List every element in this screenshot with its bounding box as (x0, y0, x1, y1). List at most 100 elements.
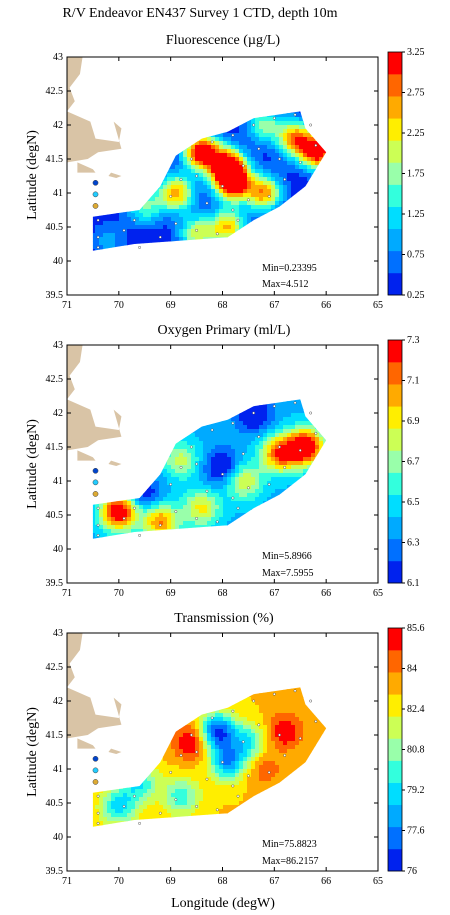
contour-cell (235, 149, 240, 154)
contour-cell (347, 165, 351, 169)
contour-cell (331, 197, 335, 201)
contour-cell (331, 145, 335, 149)
contour-cell (235, 205, 240, 210)
contour-cell (123, 249, 128, 251)
contour-cell (67, 217, 71, 221)
contour-cell (191, 133, 196, 138)
contour-cell (331, 161, 335, 165)
contour-cell (187, 73, 191, 77)
contour-cell (99, 221, 104, 226)
contour-cell (375, 181, 379, 185)
contour-cell (123, 173, 128, 178)
contour-cell (187, 281, 191, 285)
contour-cell (347, 105, 351, 109)
contour-cell (319, 157, 324, 162)
contour-cell (235, 349, 239, 353)
contour-cell (247, 205, 252, 210)
contour-cell (327, 173, 331, 177)
contour-cell (287, 241, 292, 246)
contour-cell (92, 249, 96, 251)
contour-cell (131, 189, 136, 194)
contour-cell (99, 81, 103, 85)
contour-cell (199, 229, 204, 234)
contour-cell (159, 161, 164, 166)
contour-cell (239, 149, 244, 154)
contour-cell (359, 185, 363, 189)
contour-cell (99, 265, 103, 269)
contour-cell (259, 225, 264, 230)
contour-cell (263, 141, 268, 146)
contour-cell (275, 189, 280, 194)
contour-cell (247, 189, 252, 194)
contour-cell (331, 141, 335, 145)
contour-cell (219, 257, 223, 261)
contour-cell (251, 221, 256, 226)
contour-cell (99, 225, 104, 230)
contour-cell (279, 153, 284, 158)
contour-cell (251, 189, 256, 194)
contour-cell (147, 169, 152, 174)
contour-cell (147, 281, 151, 285)
contour-cell (351, 261, 355, 265)
contour-cell (299, 225, 304, 230)
contour-cell (267, 93, 271, 97)
contour-cell (223, 197, 228, 202)
contour-cell (359, 345, 363, 349)
contour-cell (199, 133, 204, 138)
contour-cell (191, 149, 196, 154)
station-marker (138, 245, 141, 249)
contour-cell (119, 233, 124, 238)
contour-cell (347, 85, 351, 89)
contour-cell (167, 129, 172, 134)
contour-cell (315, 221, 320, 226)
contour-cell (95, 241, 100, 246)
contour-cell (143, 177, 148, 182)
contour-cell (319, 85, 323, 89)
contour-cell (75, 269, 79, 273)
contour-cell (135, 157, 140, 162)
contour-cell (231, 221, 236, 226)
contour-cell (283, 61, 287, 65)
contour-cell (119, 73, 123, 77)
contour-cell (83, 197, 87, 201)
contour-cell (191, 269, 195, 273)
contour-cell (347, 273, 351, 277)
contour-cell (375, 245, 379, 249)
contour-cell (191, 113, 196, 118)
station-marker (189, 157, 193, 161)
contour-cell (95, 125, 100, 130)
contour-cell (255, 93, 259, 97)
contour-cell (283, 97, 287, 101)
contour-cell (319, 345, 323, 349)
contour-cell (327, 113, 331, 117)
contour-cell (211, 345, 215, 349)
contour-cell (303, 81, 307, 85)
contour-cell (299, 129, 304, 134)
contour-cell (339, 273, 343, 277)
contour-cell (123, 225, 128, 230)
contour-cell (227, 209, 232, 214)
contour-cell (215, 281, 219, 285)
contour-cell (215, 273, 219, 277)
contour-cell (263, 121, 268, 126)
station-marker (267, 194, 271, 198)
contour-cell (191, 225, 196, 230)
contour-cell (235, 221, 240, 226)
contour-cell (247, 257, 251, 261)
contour-cell (167, 257, 171, 261)
contour-cell (215, 149, 220, 154)
contour-cell (127, 149, 132, 154)
contour-cell (275, 133, 280, 138)
contour-cell (159, 97, 163, 101)
station-marker (231, 133, 235, 137)
contour-cell (315, 225, 320, 230)
contour-cell (219, 93, 223, 97)
contour-cell (295, 345, 299, 349)
contour-cell (259, 153, 264, 158)
contour-cell (363, 125, 367, 129)
contour-cell (95, 169, 100, 174)
contour-cell (71, 169, 75, 173)
contour-cell (355, 237, 359, 241)
contour-cell (271, 125, 276, 130)
contour-cell (163, 289, 167, 293)
